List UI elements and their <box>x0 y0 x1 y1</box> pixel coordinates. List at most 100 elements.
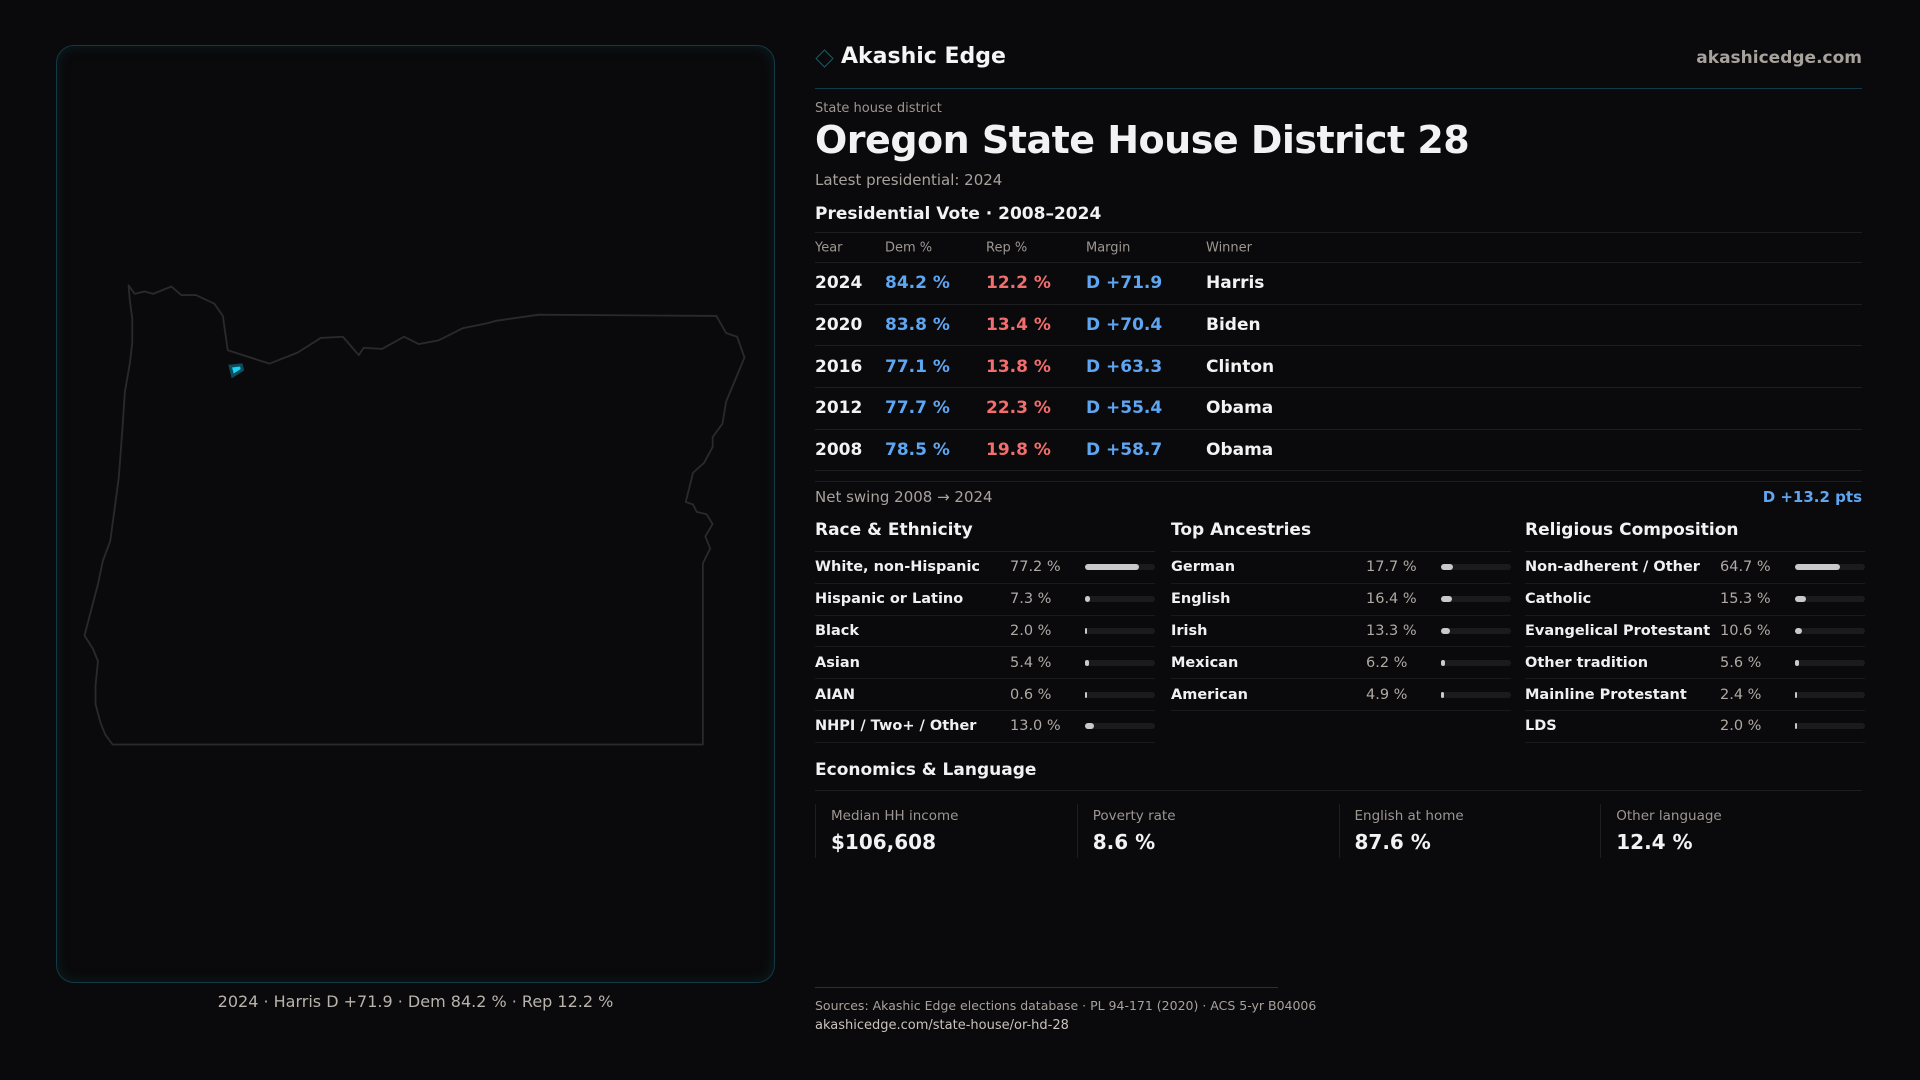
bar-track <box>1795 627 1865 634</box>
item-label: Asian <box>815 654 860 671</box>
bar-fill <box>1085 723 1095 730</box>
bar-track <box>1085 691 1155 698</box>
district-type: State house district <box>815 101 942 116</box>
list-item: Mexican 6.2 % <box>1171 647 1511 680</box>
cell-winner: Biden <box>1206 315 1261 336</box>
item-value: 16.4 % <box>1366 591 1417 608</box>
item-value: 6.2 % <box>1366 654 1408 671</box>
bar-track <box>1085 723 1155 730</box>
divider <box>815 790 1862 791</box>
cell-year: 2020 <box>815 315 863 336</box>
item-label: Catholic <box>1525 591 1592 608</box>
brand-logo[interactable]: Akashic Edge <box>815 44 1006 69</box>
item-value: 64.7 % <box>1720 559 1771 576</box>
diamond-icon <box>815 49 834 68</box>
item-value: 4.9 % <box>1366 686 1408 703</box>
cell-rep: 22.3 % <box>986 398 1051 419</box>
item-label: Other tradition <box>1525 654 1649 671</box>
cell-dem: 83.8 % <box>885 315 950 336</box>
section-rows: White, non-Hispanic 77.2 % Hispanic or Lat… <box>815 551 1155 743</box>
bar-fill <box>1085 691 1087 698</box>
item-label: Mainline Protestant <box>1525 686 1687 703</box>
cell-year: 2024 <box>815 273 863 294</box>
bar-fill <box>1795 596 1806 603</box>
col-year: Year <box>815 240 843 255</box>
footer-divider <box>815 987 1278 988</box>
item-label: White, non-Hispanic <box>815 559 981 576</box>
item-label: Non-adherent / Other <box>1525 559 1700 576</box>
map-caption: 2024 · Harris D +71.9 · Dem 84.2 % · Rep… <box>217 992 614 1011</box>
bar-fill <box>1795 627 1803 634</box>
cell-rep: 19.8 % <box>986 440 1051 461</box>
bar-fill <box>1085 659 1089 666</box>
stat-card: Other language 12.4 % <box>1600 804 1862 858</box>
page-url[interactable]: akashicedge.com/state-house/or-hd-28 <box>815 1018 1069 1033</box>
cell-winner: Clinton <box>1206 356 1275 377</box>
bar-fill <box>1795 691 1797 698</box>
demographic-section: Top Ancestries German 17.7 % English 16.4 % I… <box>1171 520 1511 711</box>
col-dem: Dem % <box>885 240 933 255</box>
section-heading: Religious Composition <box>1525 520 1739 540</box>
net-swing-label: Net swing 2008 → 2024 <box>815 488 993 506</box>
cell-year: 2012 <box>815 398 863 419</box>
vote-heading: Presidential Vote · 2008–2024 <box>815 204 1102 224</box>
item-value: 13.0 % <box>1010 718 1061 735</box>
bar-track <box>1795 659 1865 666</box>
list-item: White, non-Hispanic 77.2 % <box>815 552 1155 584</box>
page-title: Oregon State House District 28 <box>815 118 1470 162</box>
cell-rep: 13.8 % <box>986 356 1051 377</box>
divider <box>815 481 1862 482</box>
table-row: 2016 77.1 % 13.8 % D +63.3 Clinton <box>815 346 1862 389</box>
header-divider <box>815 88 1862 89</box>
col-margin: Margin <box>1086 240 1131 255</box>
item-label: German <box>1171 559 1236 576</box>
stat-label: Median HH income <box>831 808 959 824</box>
list-item: English 16.4 % <box>1171 584 1511 616</box>
item-value: 15.3 % <box>1720 591 1771 608</box>
item-value: 2.4 % <box>1720 686 1762 703</box>
bar-fill <box>1441 596 1453 603</box>
economics-heading: Economics & Language <box>815 760 1037 780</box>
list-item: Hispanic or Latino 7.3 % <box>815 584 1155 616</box>
item-value: 10.6 % <box>1720 622 1771 639</box>
item-label: NHPI / Two+ / Other <box>815 718 977 735</box>
cell-margin: D +55.4 <box>1086 398 1163 419</box>
section-rows: Non-adherent / Other 64.7 % Catholic 15.3 %… <box>1525 551 1865 743</box>
cell-year: 2016 <box>815 356 863 377</box>
item-value: 0.6 % <box>1010 686 1052 703</box>
stat-label: Poverty rate <box>1092 808 1176 824</box>
item-label: AIAN <box>815 686 855 703</box>
demographic-section: Race & Ethnicity White, non-Hispanic 77.2 … <box>815 520 1155 743</box>
item-label: Hispanic or Latino <box>815 591 964 608</box>
stat-card: Poverty rate 8.6 % <box>1076 804 1339 858</box>
bar-track <box>1795 564 1865 571</box>
list-item: AIAN 0.6 % <box>815 679 1155 711</box>
bar-track <box>1441 564 1511 571</box>
site-link[interactable]: akashicedge.com <box>1696 48 1862 68</box>
section-heading: Top Ancestries <box>1171 520 1312 540</box>
list-item: American 4.9 % <box>1171 679 1511 711</box>
bar-track <box>1795 723 1865 730</box>
cell-dem: 78.5 % <box>885 440 950 461</box>
stat-label: Other language <box>1616 808 1722 824</box>
item-label: Black <box>815 622 860 639</box>
item-value: 5.6 % <box>1720 654 1762 671</box>
table-header: Year Dem % Rep % Margin Winner <box>815 233 1862 263</box>
sources: Sources: Akashic Edge elections database… <box>815 998 1317 1013</box>
divider <box>815 232 1862 233</box>
list-item: NHPI / Two+ / Other 13.0 % <box>815 711 1155 743</box>
stat-value: 8.6 % <box>1092 830 1156 854</box>
bar-track <box>1085 659 1155 666</box>
cell-winner: Obama <box>1206 440 1274 461</box>
brand-name: Akashic Edge <box>841 44 1006 69</box>
bar-fill <box>1795 564 1841 571</box>
stat-label: English at home <box>1354 808 1464 824</box>
bar-track <box>1085 564 1155 571</box>
stat-card: Median HH income $106,608 <box>815 804 1077 858</box>
list-item: Non-adherent / Other 64.7 % <box>1525 552 1865 584</box>
cell-dem: 84.2 % <box>885 273 950 294</box>
item-value: 77.2 % <box>1010 559 1061 576</box>
list-item: Irish 13.3 % <box>1171 616 1511 648</box>
bar-track <box>1441 627 1511 634</box>
item-value: 13.3 % <box>1366 622 1417 639</box>
